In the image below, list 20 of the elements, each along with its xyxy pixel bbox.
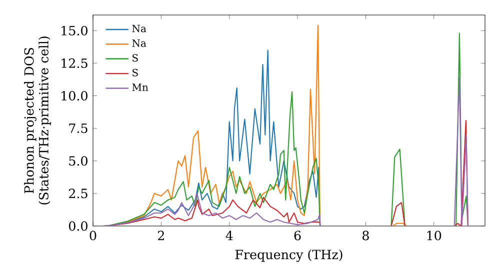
y-tick-label: 2.5	[69, 188, 88, 198]
y-tick-label: 7.5	[69, 124, 88, 134]
legend-label: Na	[132, 24, 146, 32]
legend-label: S	[132, 68, 138, 76]
legend-label: S	[132, 54, 138, 62]
x-tick-label: 10	[427, 230, 442, 240]
x-tick-label: 0	[90, 230, 96, 240]
y-tick-label: 0.0	[68, 221, 88, 231]
x-axis-title: Frequency (THz)	[235, 249, 342, 262]
y-axis-title: Phonon projected DOS (States/THz·primitive cell)	[24, 36, 51, 204]
x-tick-label: 8	[362, 230, 369, 240]
x-tick-label: 4	[226, 230, 233, 240]
x-tick-label: 2	[158, 230, 164, 240]
y-tick-label: 12.5	[62, 58, 88, 68]
legend-label: Na	[132, 39, 146, 47]
legend-label: Mn	[132, 84, 148, 91]
y-tick-label: 10.0	[62, 90, 88, 101]
y-tick-label: 15.0	[62, 26, 88, 36]
y-tick-label: 5.0	[69, 156, 88, 166]
x-tick-label: 6	[294, 230, 301, 240]
